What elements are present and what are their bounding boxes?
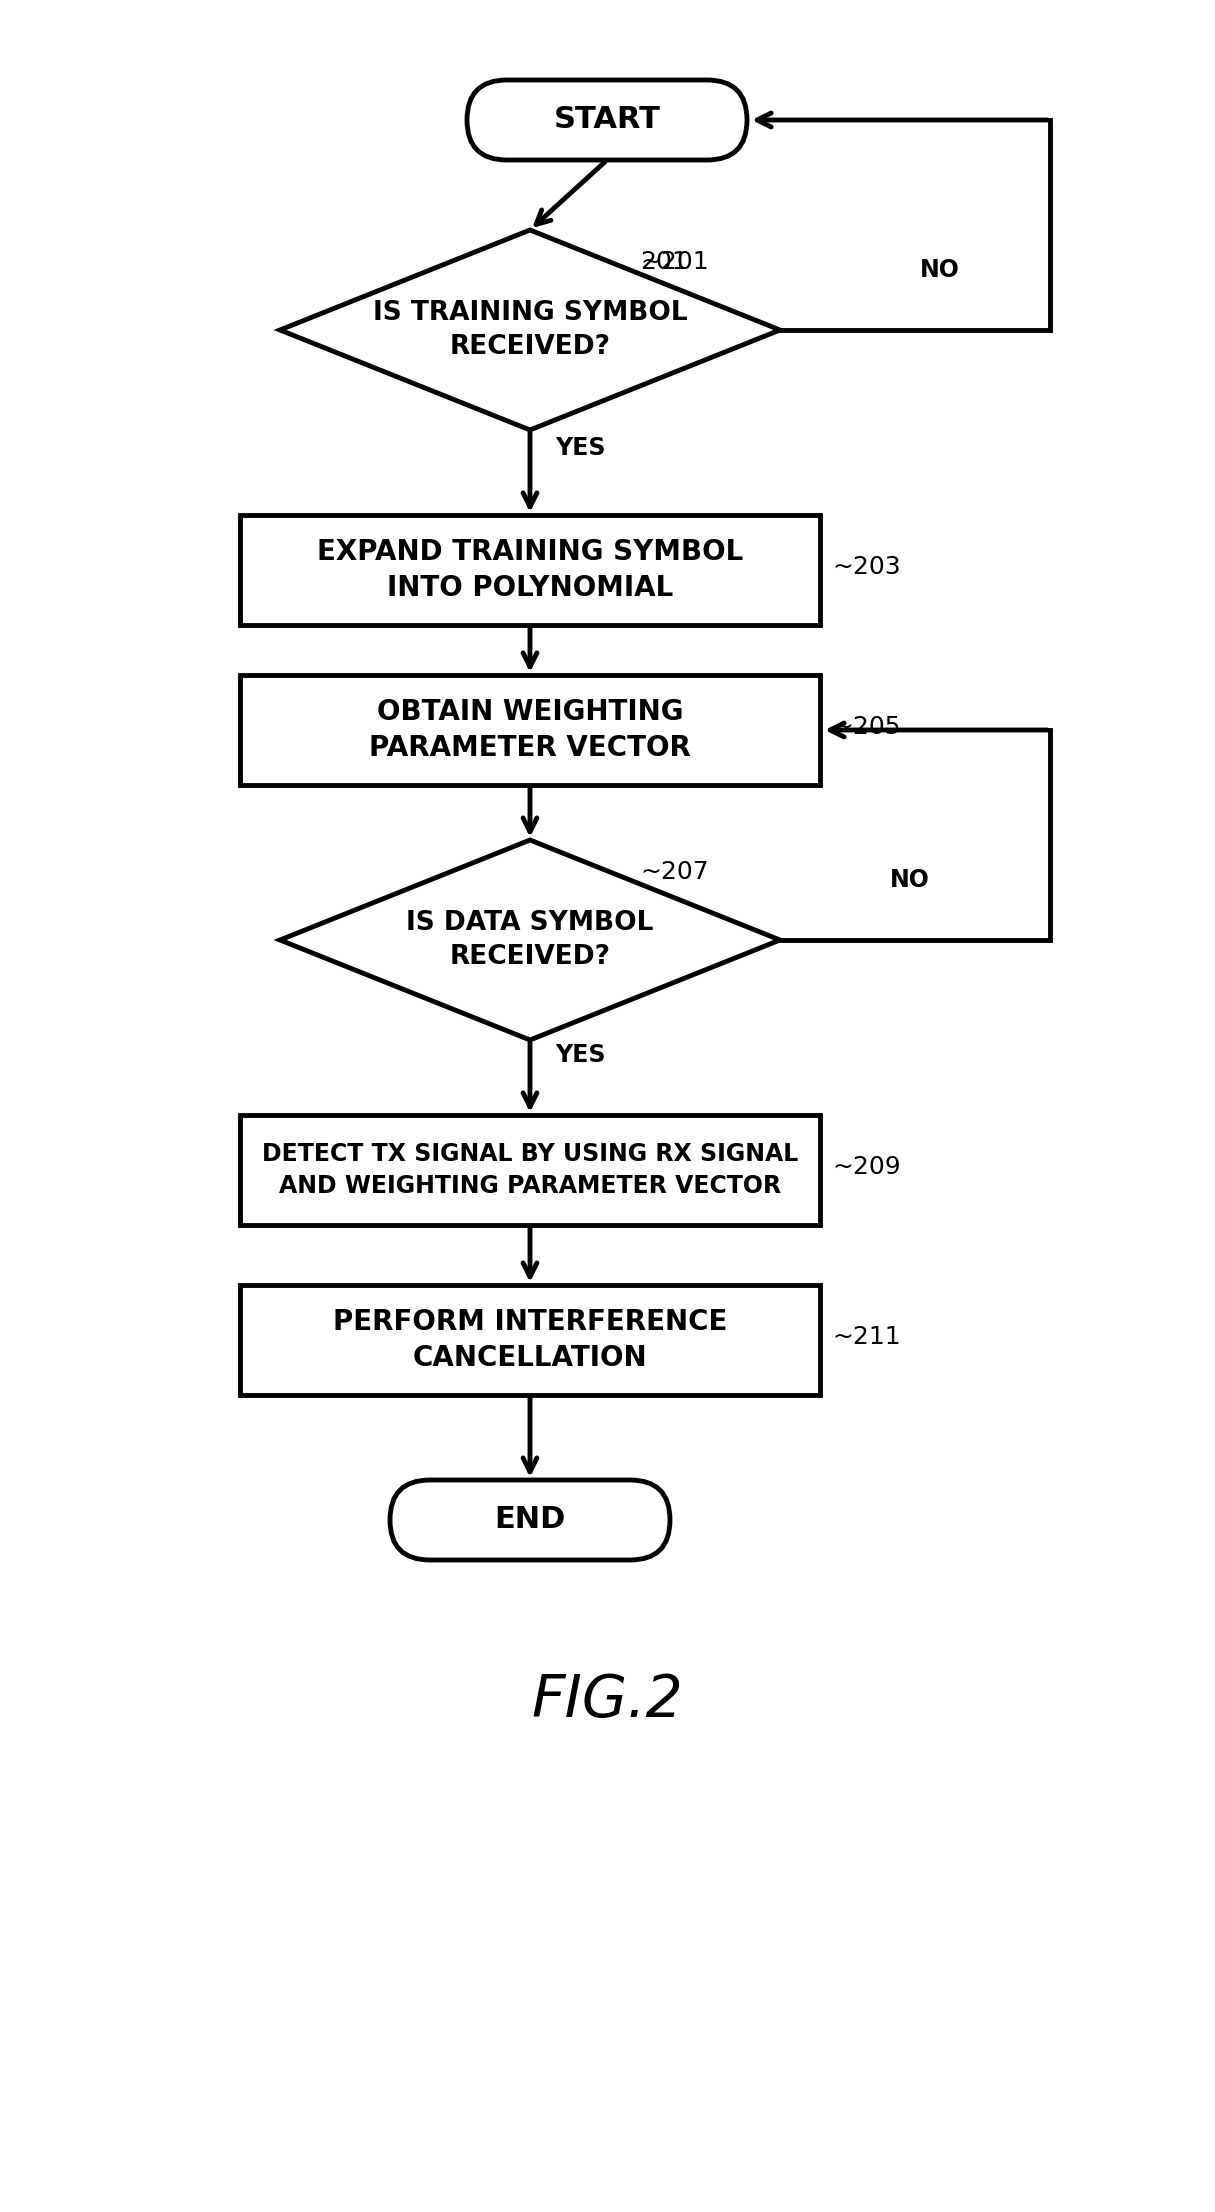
Polygon shape [279,230,780,429]
Bar [241,675,820,785]
Text: PERFORM INTERFERENCE
CANCELLATION: PERFORM INTERFERENCE CANCELLATION [333,1307,728,1371]
Text: OBTAIN WEIGHTING
PARAMETER VECTOR: OBTAIN WEIGHTING PARAMETER VECTOR [369,697,691,763]
Text: FIG.2: FIG.2 [532,1672,683,1728]
Text: ~207: ~207 [640,860,708,885]
Text: 201: 201 [640,250,688,274]
Text: EXPAND TRAINING SYMBOL
INTO POLYNOMIAL: EXPAND TRAINING SYMBOL INTO POLYNOMIAL [317,538,744,602]
Polygon shape [279,841,780,1040]
FancyBboxPatch shape [467,80,747,159]
Text: NO: NO [920,259,960,281]
Bar [241,515,820,626]
Text: IS DATA SYMBOL
RECEIVED?: IS DATA SYMBOL RECEIVED? [406,909,654,971]
Bar [241,1285,820,1396]
Text: ~205: ~205 [832,714,900,739]
Text: DETECT TX SIGNAL BY USING RX SIGNAL
AND WEIGHTING PARAMETER VECTOR: DETECT TX SIGNAL BY USING RX SIGNAL AND … [262,1141,798,1199]
Text: START: START [554,106,661,135]
Text: ~201: ~201 [640,250,708,274]
FancyBboxPatch shape [390,1480,669,1559]
Text: YES: YES [555,436,605,460]
Text: IS TRAINING SYMBOL
RECEIVED?: IS TRAINING SYMBOL RECEIVED? [373,301,688,361]
Text: YES: YES [555,1044,605,1066]
Text: ~209: ~209 [832,1155,900,1179]
Text: ~203: ~203 [832,555,900,580]
Text: ~211: ~211 [832,1325,900,1349]
Text: NO: NO [891,867,929,891]
Bar [241,1115,820,1225]
Text: END: END [495,1506,566,1535]
